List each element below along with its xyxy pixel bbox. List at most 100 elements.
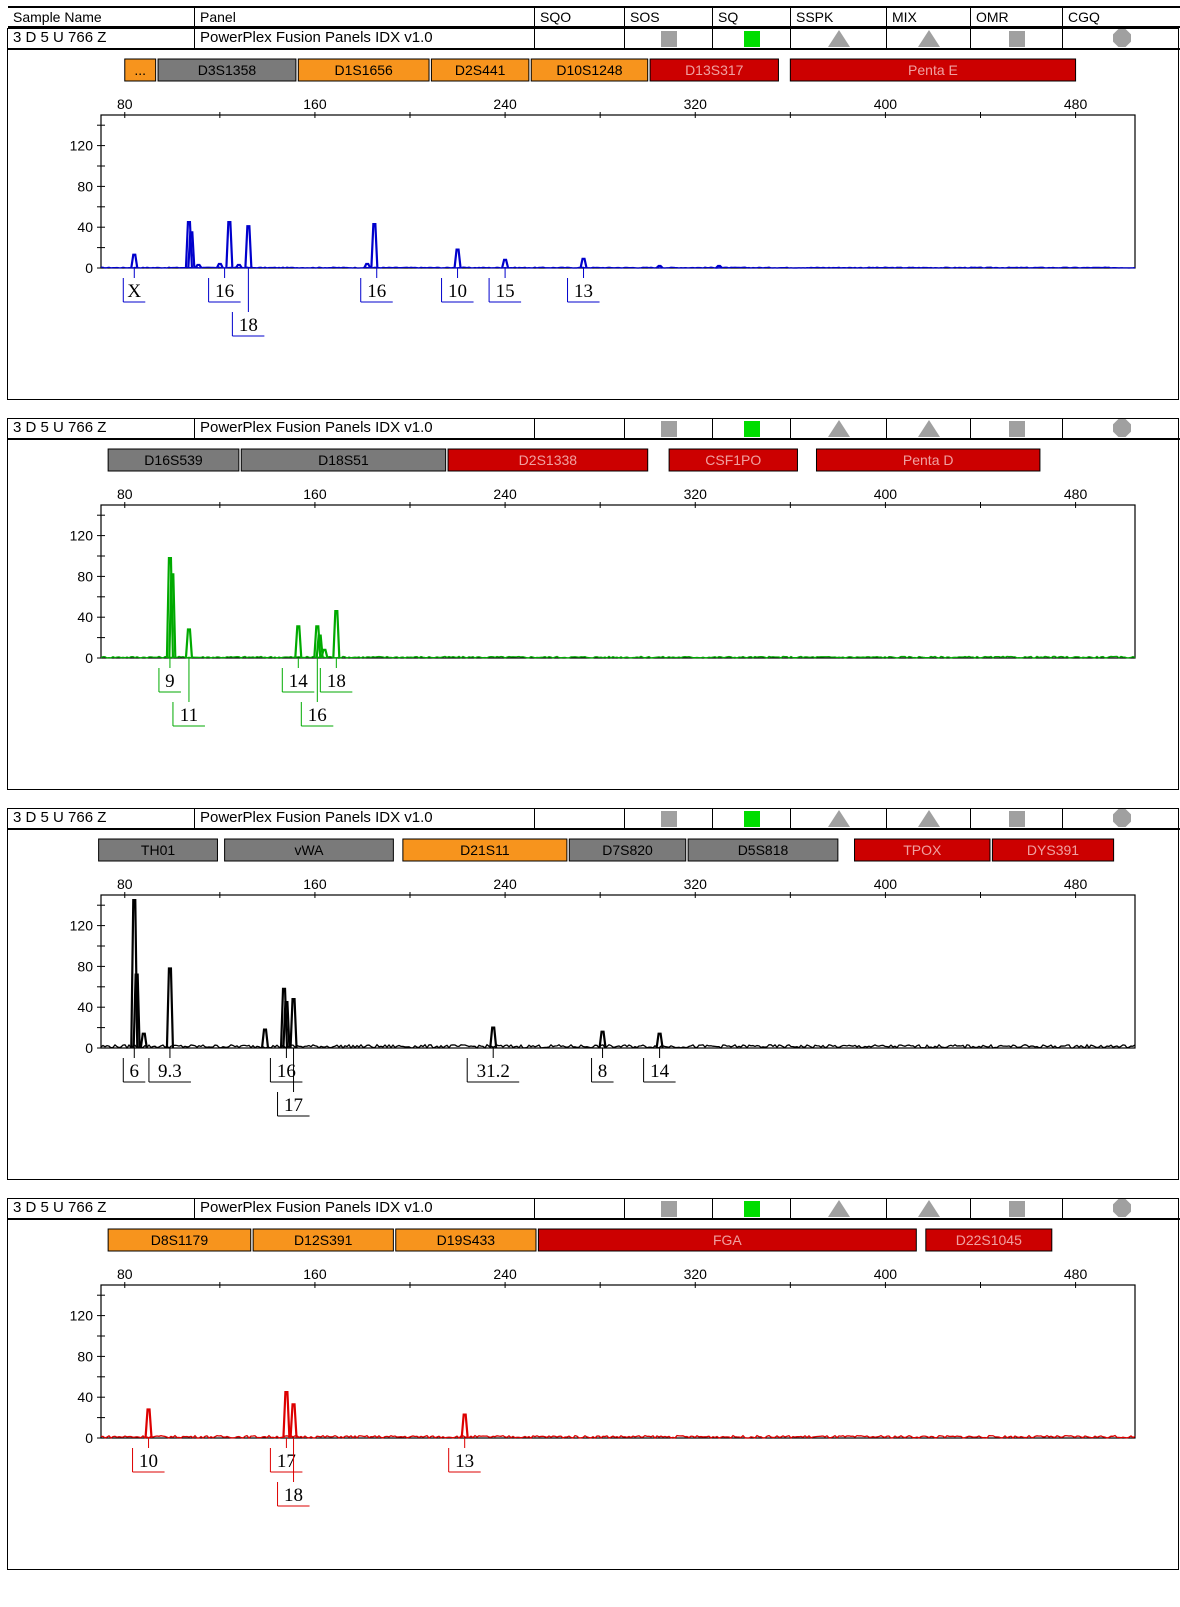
- sample-row[interactable]: 3 D 5 U 766 Z PowerPlex Fusion Panels IDX…: [8, 1198, 1180, 1220]
- qc-cell[interactable]: [1062, 1198, 1180, 1218]
- mix-triangle-icon[interactable]: [918, 810, 940, 827]
- col-mix[interactable]: MIX: [886, 8, 970, 26]
- cgq-octagon-icon[interactable]: [1113, 29, 1131, 47]
- qc-cell[interactable]: [886, 1198, 970, 1218]
- qc-cell[interactable]: [1062, 28, 1180, 48]
- allele-call: 17: [269, 1438, 303, 1473]
- panel-name-cell[interactable]: PowerPlex Fusion Panels IDX v1.0: [194, 418, 534, 438]
- panel-name-cell[interactable]: PowerPlex Fusion Panels IDX v1.0: [194, 28, 534, 48]
- qc-cell[interactable]: [712, 1198, 790, 1218]
- sample-name-cell[interactable]: 3 D 5 U 766 Z: [13, 29, 107, 46]
- sample-row[interactable]: 3 D 5 U 766 Z PowerPlex Fusion Panels IDX…: [8, 28, 1180, 50]
- allele-label: 6: [130, 1061, 140, 1082]
- allele-call: 14: [281, 658, 315, 693]
- locus-label: D5S818: [738, 842, 789, 858]
- qc-cell[interactable]: [886, 418, 970, 438]
- mix-triangle-icon[interactable]: [918, 30, 940, 47]
- sample-row[interactable]: 3 D 5 U 766 Z PowerPlex Fusion Panels IDX…: [8, 418, 1180, 440]
- cgq-octagon-icon[interactable]: [1113, 809, 1131, 827]
- locus-bar: [430, 58, 530, 82]
- x-tick-label: 400: [874, 486, 898, 502]
- qc-cell[interactable]: [534, 28, 624, 48]
- omr-square-icon[interactable]: [1009, 421, 1025, 437]
- omr-square-icon[interactable]: [1009, 811, 1025, 827]
- qc-cell[interactable]: [886, 28, 970, 48]
- allele-label: 13: [574, 281, 593, 302]
- sspk-triangle-icon[interactable]: [828, 30, 850, 47]
- col-sqo[interactable]: SQO: [534, 8, 624, 26]
- sq-square-icon[interactable]: [744, 811, 760, 827]
- qc-cell[interactable]: [1062, 808, 1180, 828]
- locus-label: D10S1248: [556, 62, 622, 78]
- qc-cell[interactable]: [970, 1198, 1062, 1218]
- peak: [655, 1032, 664, 1049]
- sos-square-icon[interactable]: [661, 31, 677, 47]
- sample-row[interactable]: 3 D 5 U 766 Z PowerPlex Fusion Panels IDX…: [8, 808, 1180, 830]
- sq-square-icon[interactable]: [744, 1201, 760, 1217]
- omr-square-icon[interactable]: [1009, 1201, 1025, 1217]
- allele-label: 8: [598, 1061, 608, 1082]
- sos-square-icon[interactable]: [661, 1201, 677, 1217]
- qc-cell[interactable]: [970, 808, 1062, 828]
- sq-square-icon[interactable]: [744, 31, 760, 47]
- col-omr[interactable]: OMR: [970, 8, 1062, 26]
- panel-name-cell[interactable]: PowerPlex Fusion Panels IDX v1.0: [194, 808, 534, 828]
- locus-label: D13S317: [685, 62, 744, 78]
- qc-cell[interactable]: [886, 808, 970, 828]
- plot-frame: [100, 114, 1136, 269]
- col-sos[interactable]: SOS: [624, 8, 712, 26]
- sspk-triangle-icon[interactable]: [828, 420, 850, 437]
- qc-cell[interactable]: [534, 418, 624, 438]
- qc-cell[interactable]: [790, 1198, 886, 1218]
- panel-name-cell[interactable]: PowerPlex Fusion Panels IDX v1.0: [194, 1198, 534, 1218]
- peak: [289, 997, 298, 1049]
- qc-cell[interactable]: [624, 1198, 712, 1218]
- omr-square-icon[interactable]: [1009, 31, 1025, 47]
- qc-cell[interactable]: [970, 28, 1062, 48]
- col-panel[interactable]: Panel: [194, 8, 534, 26]
- sspk-triangle-icon[interactable]: [828, 1200, 850, 1217]
- qc-cell[interactable]: [624, 28, 712, 48]
- cgq-octagon-icon[interactable]: [1113, 1199, 1131, 1217]
- allele-call: 18: [231, 268, 265, 337]
- sos-square-icon[interactable]: [661, 421, 677, 437]
- locus-label: D3S1358: [198, 62, 257, 78]
- col-sq[interactable]: SQ: [712, 8, 790, 26]
- qc-cell[interactable]: [1062, 418, 1180, 438]
- sample-name-cell[interactable]: 3 D 5 U 766 Z: [13, 809, 107, 826]
- sq-square-icon[interactable]: [744, 421, 760, 437]
- peak: [132, 973, 141, 1049]
- qc-cell[interactable]: [534, 808, 624, 828]
- dye-panel-red: [7, 1198, 1179, 1570]
- qc-cell[interactable]: [790, 808, 886, 828]
- sample-name-cell[interactable]: 3 D 5 U 766 Z: [13, 419, 107, 436]
- qc-cell[interactable]: [624, 418, 712, 438]
- peak: [130, 253, 139, 269]
- qc-cell[interactable]: [712, 808, 790, 828]
- sample-name-cell[interactable]: 3 D 5 U 766 Z: [13, 1199, 107, 1216]
- col-cgq[interactable]: CGQ: [1062, 8, 1180, 26]
- y-tick-label: 40: [77, 219, 93, 235]
- mix-triangle-icon[interactable]: [918, 1200, 940, 1217]
- locus-bar: [815, 448, 1041, 472]
- locus-label: DYS391: [1027, 842, 1079, 858]
- mix-triangle-icon[interactable]: [918, 420, 940, 437]
- col-sample-name[interactable]: Sample Name: [13, 9, 102, 25]
- locus-label: D12S391: [294, 1232, 353, 1248]
- sspk-triangle-icon[interactable]: [828, 810, 850, 827]
- qc-cell[interactable]: [534, 1198, 624, 1218]
- allele-call: 6: [122, 1048, 146, 1083]
- locus-label: D18S51: [318, 452, 369, 468]
- qc-cell[interactable]: [970, 418, 1062, 438]
- qc-cell[interactable]: [712, 418, 790, 438]
- cgq-octagon-icon[interactable]: [1113, 419, 1131, 437]
- qc-cell[interactable]: [790, 418, 886, 438]
- dye-panel-black: [7, 808, 1179, 1180]
- locus-label: TPOX: [903, 842, 942, 858]
- locus-bar: [568, 838, 687, 862]
- col-sspk[interactable]: SSPK: [790, 8, 886, 26]
- qc-cell[interactable]: [712, 28, 790, 48]
- qc-cell[interactable]: [624, 808, 712, 828]
- sos-square-icon[interactable]: [661, 811, 677, 827]
- qc-cell[interactable]: [790, 28, 886, 48]
